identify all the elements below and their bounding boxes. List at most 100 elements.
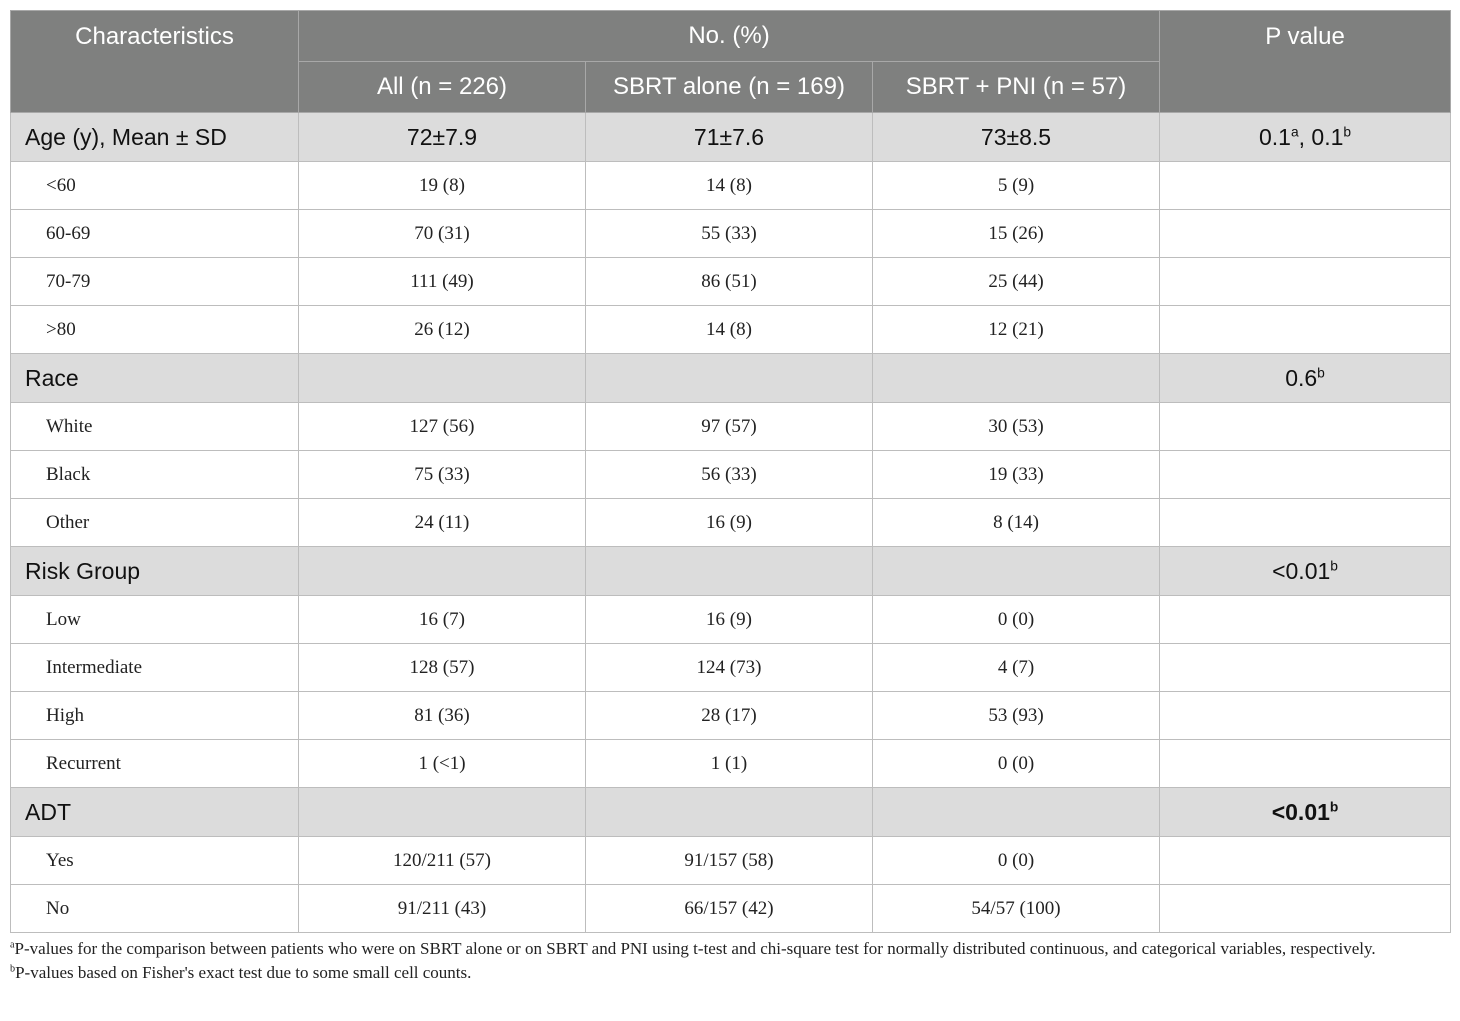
row-label: 60-69 bbox=[10, 209, 299, 258]
row-label: <60 bbox=[10, 161, 299, 210]
cell-sbrt-pni: 4 (7) bbox=[871, 643, 1161, 692]
cell-p-value bbox=[1159, 498, 1452, 547]
cell-sbrt-pni: 0 (0) bbox=[871, 836, 1161, 885]
cell-all: 70 (31) bbox=[298, 209, 586, 258]
cell-p-value: 0.6b bbox=[1159, 353, 1452, 403]
cell-sbrt-alone: 1 (1) bbox=[585, 739, 873, 788]
cell-p-value: <0.01b bbox=[1159, 787, 1452, 837]
table-row: Low 16 (7) 16 (9) 0 (0) bbox=[10, 595, 1452, 644]
cell-sbrt-pni: 0 (0) bbox=[871, 739, 1161, 788]
cell-p-value bbox=[1159, 643, 1452, 692]
cell-sbrt-pni: 12 (21) bbox=[871, 305, 1161, 354]
cell-sbrt-pni: 73±8.5 bbox=[871, 112, 1161, 162]
characteristics-table: Characteristics No. (%) P value All (n =… bbox=[10, 10, 1452, 933]
cell-sbrt-pni: 19 (33) bbox=[871, 450, 1161, 499]
p-value-text-2: , 0.1 bbox=[1298, 123, 1344, 150]
cell-all: 75 (33) bbox=[298, 450, 586, 499]
row-label: Race bbox=[10, 353, 299, 403]
group-row: Race 0.6b bbox=[10, 353, 1452, 403]
row-label: Age (y), Mean ± SD bbox=[10, 112, 299, 162]
cell-all: 1 (<1) bbox=[298, 739, 586, 788]
cell-all: 120/211 (57) bbox=[298, 836, 586, 885]
table-row: Intermediate 128 (57) 124 (73) 4 (7) bbox=[10, 643, 1452, 692]
cell-sbrt-pni: 5 (9) bbox=[871, 161, 1161, 210]
header-no-pct: No. (%) bbox=[297, 10, 1161, 62]
row-label: >80 bbox=[10, 305, 299, 354]
cell-sbrt-alone: 16 (9) bbox=[585, 498, 873, 547]
p-value-text: 0.1 bbox=[1258, 123, 1291, 150]
row-label: Low bbox=[10, 595, 299, 644]
row-label: High bbox=[10, 691, 299, 740]
cell-p-value bbox=[1159, 739, 1452, 788]
cell-sbrt-pni bbox=[871, 353, 1161, 403]
cell-all: 72±7.9 bbox=[298, 112, 586, 162]
footnote-mark: b bbox=[10, 963, 16, 975]
cell-sbrt-pni: 54/57 (100) bbox=[871, 884, 1161, 933]
cell-sbrt-alone: 56 (33) bbox=[585, 450, 873, 499]
cell-all: 24 (11) bbox=[298, 498, 586, 547]
row-label: ADT bbox=[10, 787, 299, 837]
table-row: 60-69 70 (31) 55 (33) 15 (26) bbox=[10, 209, 1452, 258]
cell-sbrt-pni: 0 (0) bbox=[871, 595, 1161, 644]
cell-sbrt-alone bbox=[585, 546, 873, 596]
row-label: Recurrent bbox=[10, 739, 299, 788]
cell-p-value bbox=[1159, 836, 1452, 885]
footnote-text: P-values based on Fisher's exact test du… bbox=[15, 963, 472, 982]
footnotes: aP-values for the comparison between pat… bbox=[10, 937, 1450, 985]
footnote: bP-values based on Fisher's exact test d… bbox=[10, 961, 1450, 985]
cell-sbrt-pni: 15 (26) bbox=[871, 209, 1161, 258]
cell-p-value bbox=[1159, 161, 1452, 210]
cell-all: 111 (49) bbox=[298, 257, 586, 306]
cell-all bbox=[298, 787, 586, 837]
cell-all: 26 (12) bbox=[298, 305, 586, 354]
cell-sbrt-alone: 66/157 (42) bbox=[585, 884, 873, 933]
row-label: Other bbox=[10, 498, 299, 547]
group-row: Risk Group <0.01b bbox=[10, 546, 1452, 596]
cell-sbrt-alone: 97 (57) bbox=[585, 402, 873, 451]
cell-sbrt-alone: 16 (9) bbox=[585, 595, 873, 644]
p-value-footnote-mark: b bbox=[1317, 364, 1325, 380]
table-row: <60 19 (8) 14 (8) 5 (9) bbox=[10, 161, 1452, 210]
cell-sbrt-pni: 30 (53) bbox=[871, 402, 1161, 451]
row-label: Black bbox=[10, 450, 299, 499]
p-value-footnote-mark: b bbox=[1329, 798, 1339, 814]
table-row: High 81 (36) 28 (17) 53 (93) bbox=[10, 691, 1452, 740]
cell-all bbox=[298, 546, 586, 596]
cell-sbrt-pni bbox=[871, 787, 1161, 837]
table-row: Black 75 (33) 56 (33) 19 (33) bbox=[10, 450, 1452, 499]
header-characteristics: Characteristics bbox=[10, 10, 299, 113]
cell-p-value bbox=[1159, 691, 1452, 740]
cell-sbrt-alone: 55 (33) bbox=[585, 209, 873, 258]
cell-all: 19 (8) bbox=[298, 161, 586, 210]
cell-p-value bbox=[1159, 884, 1452, 933]
table-row: No 91/211 (43) 66/157 (42) 54/57 (100) bbox=[10, 884, 1452, 933]
cell-all: 91/211 (43) bbox=[298, 884, 586, 933]
cell-sbrt-alone: 91/157 (58) bbox=[585, 836, 873, 885]
cell-p-value bbox=[1159, 402, 1452, 451]
p-value-footnote-mark-2: b bbox=[1343, 123, 1352, 139]
header-sbrt-pni: SBRT + PNI (n = 57) bbox=[871, 61, 1161, 113]
header-sbrt-alone: SBRT alone (n = 169) bbox=[585, 61, 873, 113]
cell-p-value bbox=[1159, 595, 1452, 644]
cell-sbrt-alone: 86 (51) bbox=[585, 257, 873, 306]
footnote-text: P-values for the comparison between pati… bbox=[14, 939, 1376, 958]
cell-sbrt-alone: 71±7.6 bbox=[585, 112, 873, 162]
header-all: All (n = 226) bbox=[298, 61, 586, 113]
table-row: 70-79 111 (49) 86 (51) 25 (44) bbox=[10, 257, 1452, 306]
cell-sbrt-pni: 53 (93) bbox=[871, 691, 1161, 740]
row-label: No bbox=[10, 884, 299, 933]
p-value-footnote-mark: b bbox=[1330, 557, 1338, 573]
table-row: White 127 (56) 97 (57) 30 (53) bbox=[10, 402, 1452, 451]
row-label: Yes bbox=[10, 836, 299, 885]
cell-p-value: 0.1a, 0.1b bbox=[1159, 112, 1452, 162]
cell-sbrt-alone: 124 (73) bbox=[585, 643, 873, 692]
cell-all bbox=[298, 353, 586, 403]
cell-p-value bbox=[1159, 450, 1452, 499]
cell-p-value: <0.01b bbox=[1159, 546, 1452, 596]
group-row: ADT <0.01b bbox=[10, 787, 1452, 837]
table-row: Recurrent 1 (<1) 1 (1) 0 (0) bbox=[10, 739, 1452, 788]
footnote-mark: a bbox=[10, 939, 15, 951]
cell-p-value bbox=[1159, 305, 1452, 354]
cell-sbrt-alone: 14 (8) bbox=[585, 161, 873, 210]
cell-all: 128 (57) bbox=[298, 643, 586, 692]
